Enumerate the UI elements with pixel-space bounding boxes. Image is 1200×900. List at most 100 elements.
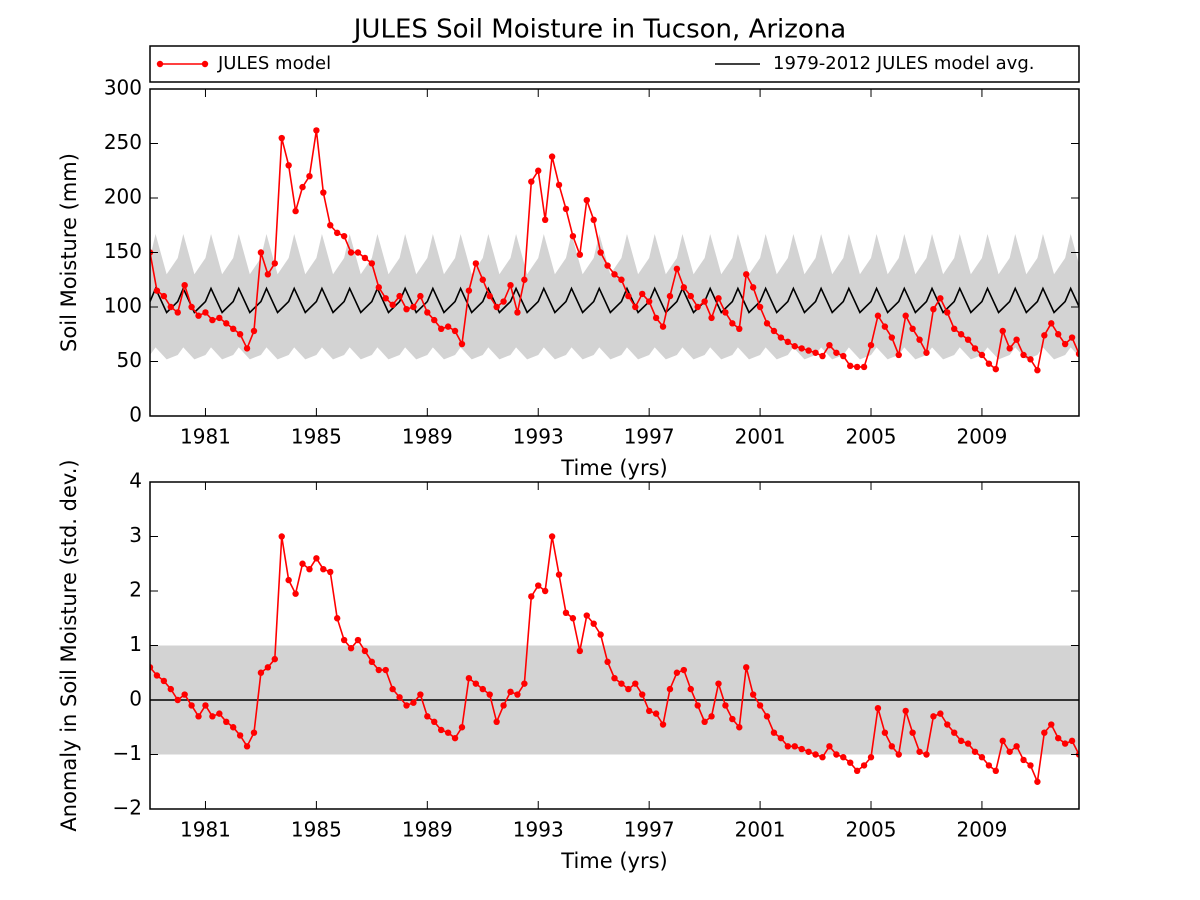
data-point: [257, 249, 265, 256]
data-point: [1020, 756, 1027, 764]
data-point: [888, 334, 896, 341]
data-point: [985, 762, 993, 769]
data-point: [500, 298, 507, 305]
data-point: [611, 271, 618, 278]
data-point: [874, 312, 882, 319]
data-point: [666, 292, 674, 300]
y-tick-label: 150: [104, 239, 142, 263]
data-point: [625, 292, 632, 300]
data-point: [1061, 340, 1069, 348]
data-point: [860, 762, 868, 769]
data-point: [847, 362, 854, 370]
data-point: [798, 345, 805, 352]
y-tick-label: 2: [129, 578, 142, 602]
y-tick-label: 300: [104, 76, 142, 100]
data-point: [847, 759, 854, 766]
data-point: [458, 724, 466, 731]
data-point: [521, 680, 528, 687]
data-point: [957, 331, 965, 338]
data-point: [569, 232, 577, 240]
figure-title: JULES Soil Moisture in Tucson, Arizona: [352, 15, 846, 45]
data-point: [202, 309, 209, 316]
data-point: [278, 533, 285, 540]
data-point: [514, 691, 521, 698]
data-point: [992, 767, 1000, 775]
data-point: [333, 229, 341, 237]
data-point: [292, 590, 299, 597]
data-point: [1068, 737, 1076, 745]
data-point: [756, 702, 764, 709]
data-point: [756, 303, 764, 311]
data-point: [444, 323, 452, 330]
data-point: [243, 345, 251, 352]
data-point: [209, 316, 216, 324]
y-tick-label: 50: [117, 348, 142, 372]
legend-label: JULES model: [217, 53, 331, 74]
data-point: [916, 336, 923, 343]
data-point: [853, 767, 861, 775]
data-point: [895, 351, 902, 359]
data-point: [285, 576, 292, 584]
data-point: [590, 620, 597, 627]
data-point: [770, 729, 778, 736]
data-point: [673, 669, 681, 676]
data-point: [881, 729, 889, 736]
data-point: [555, 571, 563, 578]
data-point: [150, 664, 154, 671]
data-point: [236, 331, 244, 338]
data-point: [195, 713, 202, 720]
data-point: [327, 222, 334, 229]
data-point: [978, 351, 986, 359]
data-point: [403, 702, 410, 709]
data-point: [833, 349, 840, 356]
data-point: [645, 298, 653, 305]
data-point: [951, 729, 958, 736]
data-point: [174, 309, 181, 316]
data-point: [361, 254, 369, 262]
data-point: [881, 323, 889, 330]
data-point: [562, 609, 570, 616]
data-point: [541, 216, 549, 223]
x-tick-label: 2009: [956, 425, 1007, 449]
data-point: [306, 173, 313, 180]
data-point: [541, 587, 549, 595]
data-point: [888, 743, 896, 750]
data-point: [188, 702, 195, 709]
x-tick-label: 1993: [513, 425, 564, 449]
y-tick-label: 4: [129, 469, 142, 493]
data-point: [1068, 334, 1076, 341]
data-point: [1027, 762, 1034, 769]
series-line: [150, 286, 1079, 314]
data-point: [791, 343, 798, 350]
data-point: [1048, 721, 1055, 728]
data-point: [978, 754, 986, 761]
data-point: [763, 320, 771, 327]
data-point: [451, 327, 459, 335]
data-point: [923, 751, 930, 758]
data-point: [826, 341, 833, 349]
data-point: [652, 710, 660, 717]
legend-frame: [149, 45, 1080, 83]
data-point: [833, 751, 840, 758]
data-point: [340, 636, 348, 644]
data-point: [465, 675, 473, 682]
data-point: [611, 675, 618, 682]
data-point: [840, 754, 847, 761]
data-point: [271, 655, 278, 663]
data-point: [264, 271, 272, 278]
data-point: [424, 309, 431, 316]
data-point: [410, 699, 417, 706]
data-point: [465, 287, 473, 294]
data-point: [812, 349, 819, 356]
data-point: [535, 167, 542, 174]
data-point: [472, 680, 480, 687]
data-point: [320, 189, 327, 196]
data-point: [431, 316, 438, 324]
data-point: [687, 292, 694, 300]
data-point: [174, 696, 181, 704]
data-point: [784, 743, 792, 750]
data-point: [819, 352, 826, 360]
data-point: [354, 249, 362, 256]
data-point: [382, 295, 389, 302]
data-point: [895, 751, 902, 758]
